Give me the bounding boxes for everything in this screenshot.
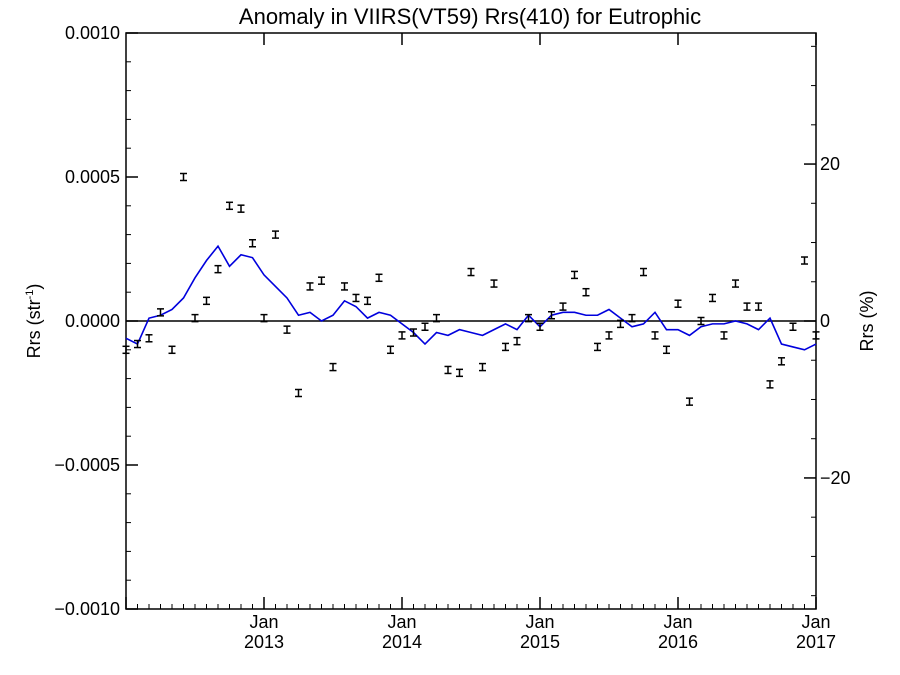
data-point (364, 296, 371, 306)
data-point (295, 388, 302, 398)
data-point (398, 331, 406, 340)
data-point (525, 313, 532, 323)
data-point (433, 313, 440, 323)
x-tick-year: 2015 (520, 632, 560, 652)
data-point (341, 282, 348, 291)
data-point (145, 334, 153, 343)
data-point (651, 331, 659, 340)
anomaly-line-series (125, 244, 817, 351)
data-point (571, 270, 578, 280)
y-tick-label: 0.0000 (65, 311, 120, 331)
y-tick-label: 0.0010 (65, 23, 120, 43)
data-point (421, 322, 429, 332)
data-point (318, 276, 325, 285)
data-point (226, 201, 233, 211)
data-point (283, 325, 291, 334)
data-point (663, 345, 670, 355)
data-point (743, 302, 751, 311)
y-axis-ticks: 0.0010 0.0005 0.0000 −0.0005 −0.0010 (54, 23, 138, 619)
data-point (272, 230, 279, 239)
data-point (778, 357, 785, 366)
data-point (594, 342, 601, 352)
x-tick-year: 2016 (658, 632, 698, 652)
y-tick-label: −0.0010 (54, 599, 120, 619)
data-point (191, 313, 199, 323)
x-tick-month: Jan (249, 612, 278, 632)
y-tick-label: −0.0005 (54, 455, 120, 475)
data-point (122, 345, 130, 355)
anomaly-points-series (122, 172, 820, 406)
data-point (605, 331, 613, 340)
y2-tick-label: −20 (820, 468, 851, 488)
data-point (237, 204, 245, 213)
x-tick-year: 2017 (796, 632, 836, 652)
data-point (755, 302, 762, 311)
data-point (203, 296, 210, 306)
data-point (214, 264, 222, 274)
x-tick-month: Jan (801, 612, 830, 632)
data-point (812, 331, 820, 340)
y-axis-label: Rrs (str-1) (24, 284, 44, 359)
y2-tick-label: 0 (820, 311, 830, 331)
data-point (801, 256, 808, 265)
data-point (180, 172, 187, 182)
data-point (306, 282, 314, 291)
chart-title: Anomaly in VIIRS(VT59) Rrs(410) for Eutr… (239, 4, 701, 29)
data-point (479, 362, 486, 372)
data-point (628, 313, 636, 323)
data-point (249, 238, 256, 248)
x-tick-month: Jan (663, 612, 692, 632)
data-point (260, 313, 268, 323)
data-point (640, 267, 647, 277)
data-point (766, 380, 774, 389)
x-tick-year: 2014 (382, 632, 422, 652)
data-point (444, 365, 452, 375)
data-point (732, 279, 739, 288)
y2-axis-ticks: 20 0 −20 (804, 45, 851, 597)
data-point (467, 267, 475, 277)
x-tick-month: Jan (525, 612, 554, 632)
data-point (697, 316, 705, 326)
data-point (502, 342, 509, 352)
y-tick-label: 0.0005 (65, 167, 120, 187)
data-point (686, 397, 693, 406)
data-point (709, 293, 716, 303)
data-point (134, 339, 141, 349)
data-point (490, 279, 498, 288)
data-point (387, 345, 394, 355)
y2-axis-label: Rrs (%) (857, 291, 877, 352)
data-point (329, 362, 337, 372)
data-point (548, 310, 555, 320)
x-tick-month: Jan (387, 612, 416, 632)
data-point (789, 322, 797, 332)
anomaly-line (125, 244, 817, 351)
data-point (582, 287, 590, 297)
y2-tick-label: 20 (820, 154, 840, 174)
data-point (410, 328, 417, 337)
data-point (456, 368, 463, 378)
data-point (375, 273, 383, 283)
x-tick-year: 2013 (244, 632, 284, 652)
data-point (157, 308, 164, 317)
data-point (168, 345, 176, 355)
data-point (674, 299, 682, 308)
data-point (352, 293, 360, 303)
data-point (617, 319, 624, 329)
data-point (559, 302, 567, 311)
data-point (513, 336, 521, 346)
data-point (536, 322, 544, 332)
data-point (720, 331, 728, 340)
